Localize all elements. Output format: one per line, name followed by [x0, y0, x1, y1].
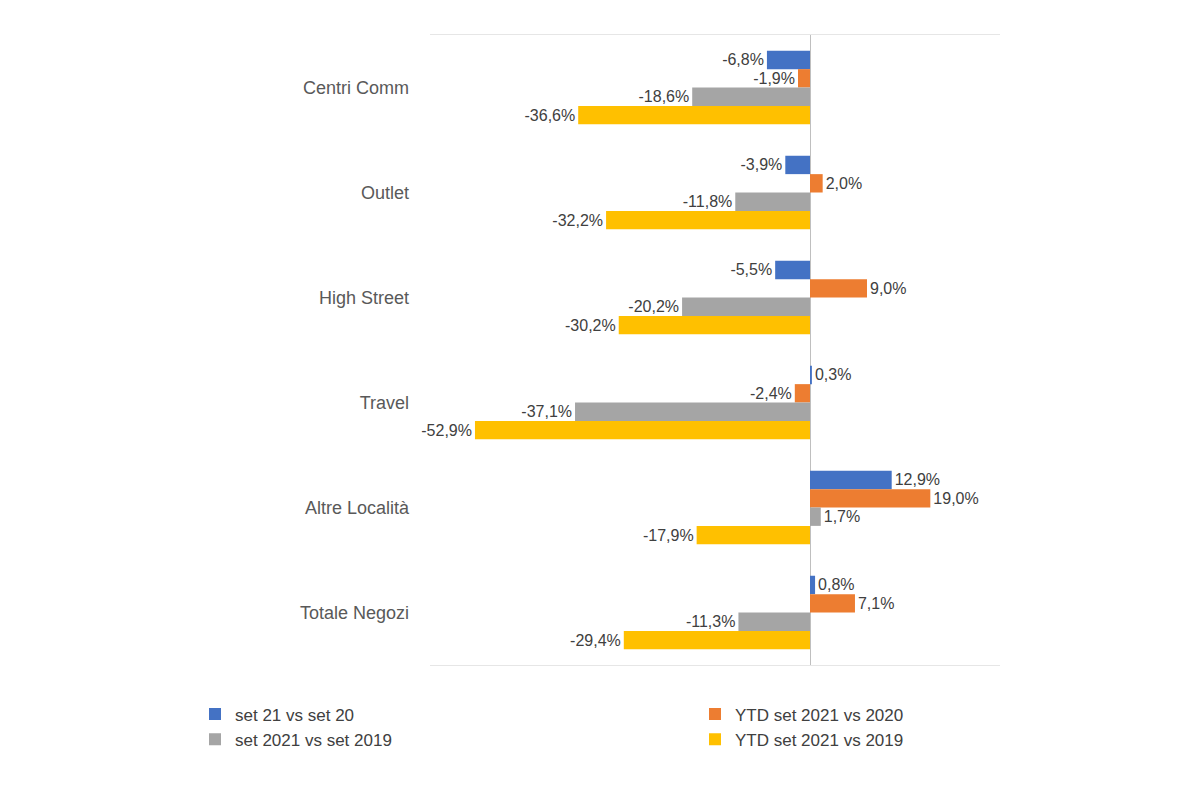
- svg-text:2,0%: 2,0%: [826, 175, 862, 192]
- svg-text:Travel: Travel: [360, 393, 409, 413]
- svg-text:-52,9%: -52,9%: [421, 422, 472, 439]
- svg-text:YTD set 2021 vs 2020: YTD set 2021 vs 2020: [735, 706, 903, 725]
- svg-text:12,9%: 12,9%: [895, 471, 940, 488]
- svg-text:-11,8%: -11,8%: [683, 193, 733, 210]
- svg-text:Totale Negozi: Totale Negozi: [300, 603, 409, 623]
- svg-text:-30,2%: -30,2%: [565, 317, 616, 334]
- svg-text:-3,9%: -3,9%: [741, 156, 783, 173]
- svg-text:set 21 vs set 20: set 21 vs set 20: [235, 706, 354, 725]
- svg-text:9,0%: 9,0%: [870, 280, 906, 297]
- svg-text:7,1%: 7,1%: [858, 595, 894, 612]
- svg-text:-17,9%: -17,9%: [643, 527, 694, 544]
- svg-text:Outlet: Outlet: [361, 183, 409, 203]
- svg-text:-2,4%: -2,4%: [750, 385, 792, 402]
- svg-text:1,7%: 1,7%: [824, 508, 860, 525]
- svg-text:-32,2%: -32,2%: [552, 212, 603, 229]
- svg-text:0,3%: 0,3%: [815, 366, 851, 383]
- svg-text:-20,2%: -20,2%: [628, 298, 679, 315]
- svg-text:Centri Comm: Centri Comm: [303, 78, 409, 98]
- svg-text:19,0%: 19,0%: [933, 490, 978, 507]
- svg-text:-6,8%: -6,8%: [722, 51, 764, 68]
- svg-text:YTD set 2021 vs 2019: YTD set 2021 vs 2019: [735, 731, 903, 750]
- svg-text:-29,4%: -29,4%: [570, 632, 621, 649]
- svg-text:High Street: High Street: [319, 288, 409, 308]
- svg-text:-18,6%: -18,6%: [638, 88, 689, 105]
- svg-text:-1,9%: -1,9%: [753, 70, 795, 87]
- svg-text:set 2021 vs set 2019: set 2021 vs set 2019: [235, 731, 392, 750]
- svg-text:-5,5%: -5,5%: [730, 261, 772, 278]
- svg-text:-37,1%: -37,1%: [521, 403, 572, 420]
- svg-text:Altre Località: Altre Località: [305, 498, 410, 518]
- svg-text:-36,6%: -36,6%: [524, 107, 575, 124]
- svg-text:0,8%: 0,8%: [818, 576, 854, 593]
- svg-text:-11,3%: -11,3%: [686, 613, 736, 630]
